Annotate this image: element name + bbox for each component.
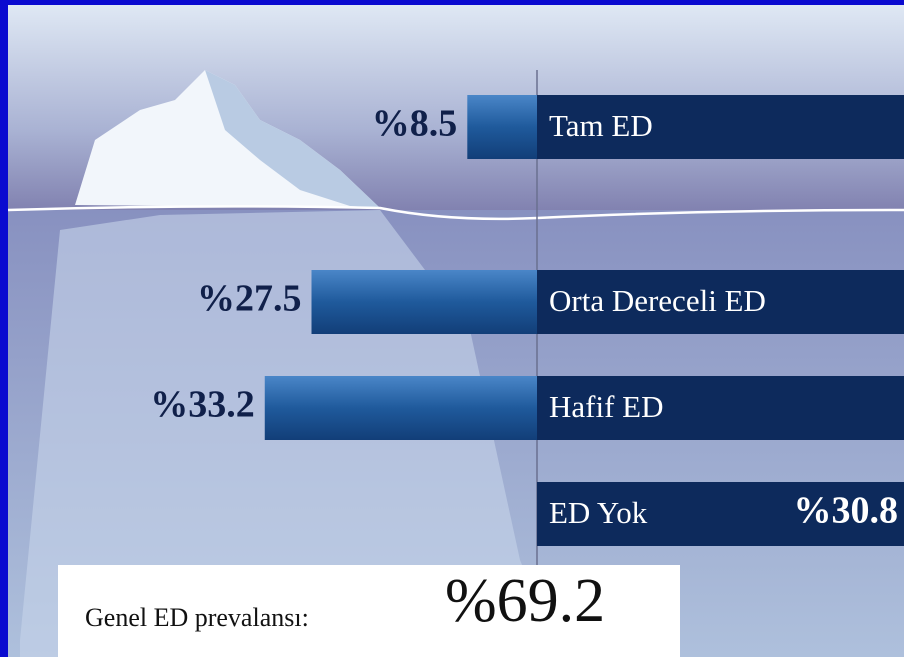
category-label: Tam ED [549, 108, 653, 143]
value-label: %27.5 [197, 278, 302, 320]
summary-label: Genel ED prevalansı: [85, 603, 309, 632]
bar [265, 376, 537, 440]
bar [467, 95, 537, 159]
chart: %8.5 Tam ED %27.5 Orta Dereceli ED %33.2 Hafi… [0, 0, 904, 657]
category-label: ED Yok [549, 495, 648, 530]
category-label: Hafif ED [549, 389, 663, 424]
bar [312, 270, 538, 334]
category-label: Orta Dereceli ED [549, 283, 766, 318]
value-label: %8.5 [372, 103, 458, 145]
value-label: %30.8 [794, 490, 899, 532]
value-label: %33.2 [150, 384, 255, 426]
summary-value: %69.2 [445, 567, 605, 635]
